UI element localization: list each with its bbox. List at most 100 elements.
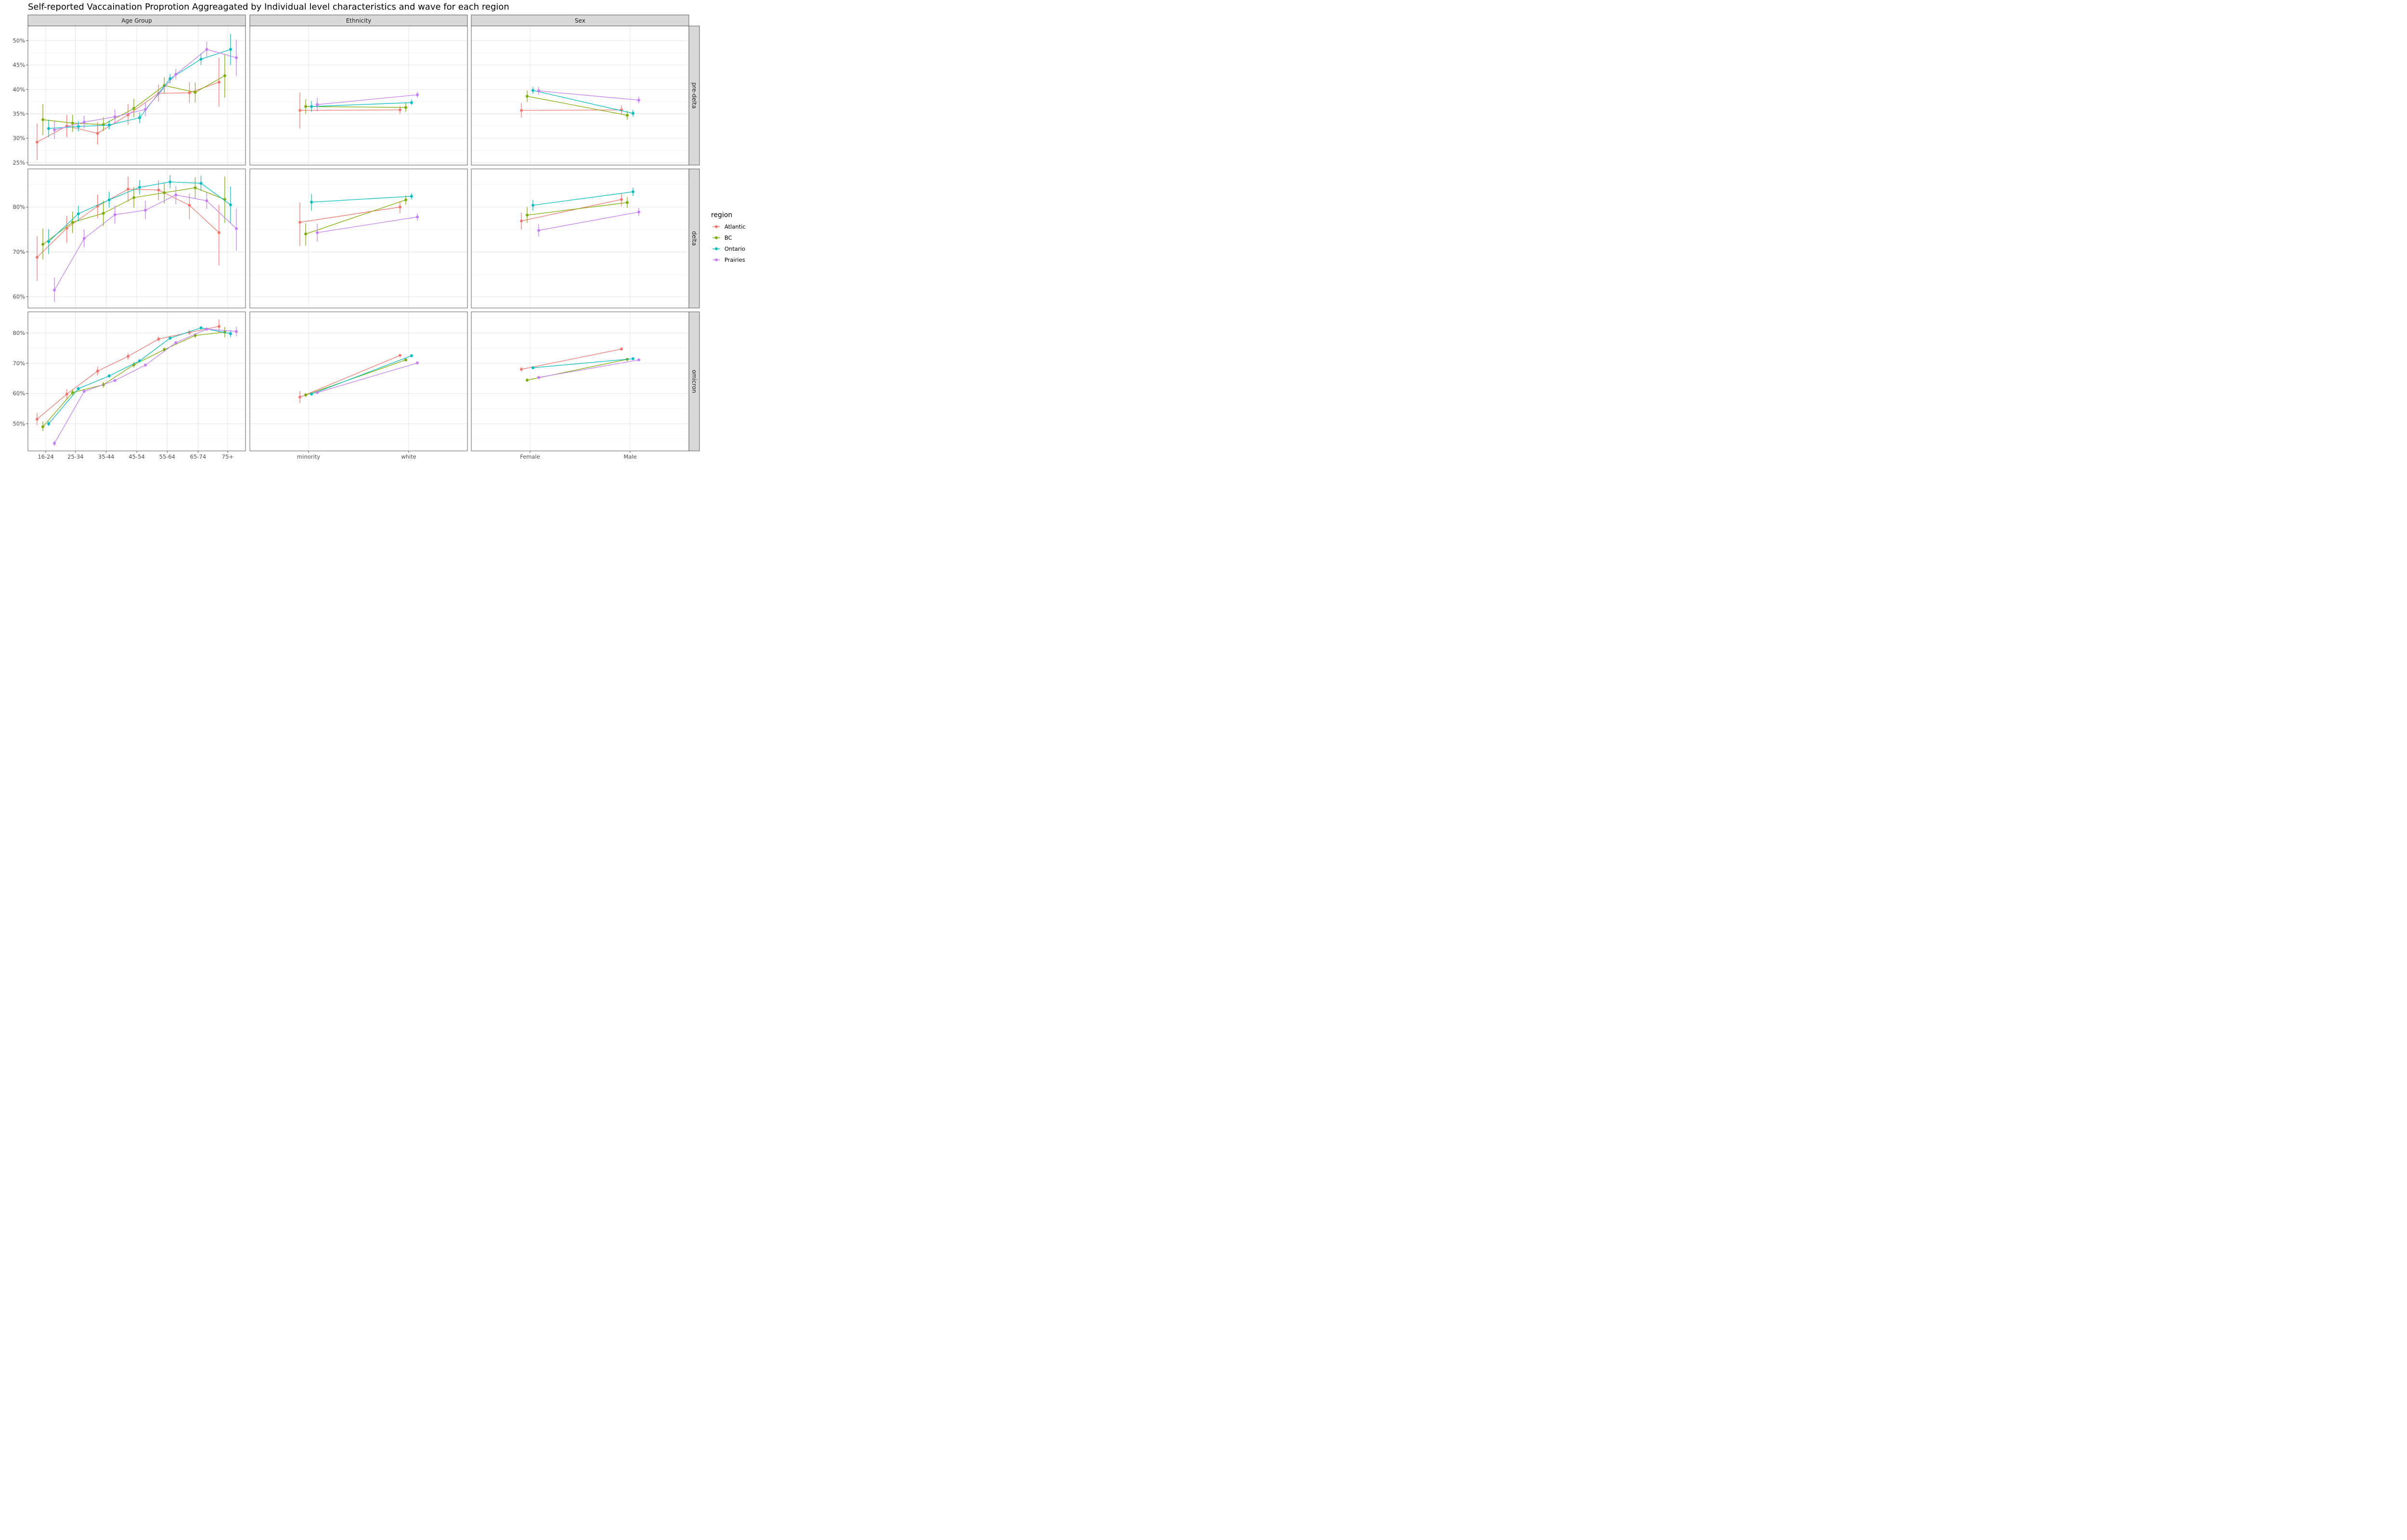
strip-label-delta: delta [691, 231, 698, 245]
y-tick-label: 80% [13, 204, 25, 210]
series-line-atlantic [299, 355, 401, 398]
data-point [520, 368, 523, 371]
series-bc [41, 176, 226, 260]
panel-background [250, 312, 467, 451]
panel-background [250, 26, 467, 165]
faceted-line-chart: Self-reported Vaccaination Proprotion Ag… [13, 2, 746, 460]
data-point [229, 203, 232, 206]
series-line-ontario [311, 355, 412, 395]
y-tick-label: 50% [13, 420, 25, 427]
series-prairies [537, 358, 640, 379]
legend-key-point [715, 247, 718, 250]
panel-pre-delta-sex [471, 26, 689, 166]
x-tick-label: Male [623, 453, 636, 460]
strip-label-omicron: omicron [691, 370, 698, 393]
series-atlantic [36, 319, 220, 425]
series-ontario [531, 87, 634, 117]
data-point [234, 56, 238, 59]
series-prairies [53, 326, 238, 446]
data-point [41, 118, 45, 121]
x-tick-label: 75+ [222, 453, 233, 460]
data-point [199, 181, 203, 185]
chart-title: Self-reported Vaccaination Proprotion Ag… [28, 2, 509, 12]
series-atlantic [520, 347, 623, 372]
data-point [410, 354, 413, 358]
data-point [310, 392, 313, 396]
data-point [47, 422, 51, 425]
series-line-bc [527, 202, 628, 216]
x-tick-label: white [401, 453, 416, 460]
data-point [304, 393, 308, 397]
x-tick-label: 35-44 [98, 453, 114, 460]
y-tick-label: 60% [13, 294, 25, 300]
data-point [138, 359, 141, 362]
data-point [174, 193, 178, 197]
panel-border [249, 311, 468, 451]
series-ontario [531, 188, 634, 211]
series-line-ontario [311, 196, 412, 203]
panel-border [249, 26, 468, 166]
y-tick-label: 35% [13, 111, 25, 117]
series-line-bc [305, 199, 406, 234]
data-point [234, 330, 238, 333]
data-point [113, 379, 116, 382]
series-atlantic [298, 354, 401, 403]
series-atlantic [298, 202, 401, 246]
data-point [102, 212, 105, 215]
data-point [199, 326, 203, 330]
data-point [53, 128, 56, 131]
legend-label: Ontario [725, 245, 745, 252]
legend-item-ontario: Ontario [712, 245, 745, 252]
panel-delta-age-group: 60% 70% 80% [13, 168, 246, 308]
x-tick-label: Female [520, 453, 540, 460]
data-point [631, 112, 634, 115]
panel-border [471, 168, 689, 308]
x-tick-label: 55-64 [159, 453, 175, 460]
data-point [168, 180, 172, 184]
data-point [625, 201, 629, 204]
panel-background [471, 169, 689, 308]
data-point [127, 355, 129, 358]
series-bc [304, 358, 407, 397]
strip-label-age-group: Age Group [121, 17, 152, 24]
legend-label: BC [725, 234, 732, 241]
data-point [398, 205, 401, 209]
panel-border [27, 26, 246, 166]
series-line-prairies [538, 90, 639, 101]
panel-background [250, 169, 467, 308]
data-point [316, 103, 319, 106]
data-point [144, 208, 147, 212]
data-point [415, 361, 419, 365]
panel-border [471, 26, 689, 166]
x-tick-label: 45-54 [129, 453, 144, 460]
series-atlantic [36, 176, 220, 282]
data-point [526, 378, 529, 382]
data-point [77, 387, 80, 390]
data-point [82, 120, 86, 124]
data-point [47, 127, 51, 130]
series-atlantic [298, 92, 401, 128]
data-point [163, 191, 166, 194]
series-line-prairies [317, 362, 418, 393]
data-point [637, 99, 640, 102]
data-point [298, 396, 302, 399]
data-point [410, 101, 413, 104]
x-tick-label: 25-34 [67, 453, 83, 460]
panel-delta-ethnicity [249, 168, 468, 308]
series-prairies [53, 39, 238, 140]
series-ontario [310, 193, 413, 211]
data-point [310, 105, 313, 108]
strip-label-pre-delta: pre-delta [691, 82, 698, 108]
series-line-ontario [311, 102, 412, 107]
data-point [404, 198, 407, 202]
series-bc [304, 99, 407, 114]
series-line-bc [305, 106, 406, 108]
strip-label-ethnicity: Ethnicity [346, 17, 372, 24]
x-tick-label: 65-74 [190, 453, 206, 460]
legend: region Atlantic BC Ontario Prairies [711, 211, 746, 263]
series-ontario [310, 354, 413, 396]
series-line-atlantic [521, 348, 622, 370]
data-point [229, 48, 232, 51]
data-point [316, 391, 319, 394]
data-point [316, 231, 319, 234]
